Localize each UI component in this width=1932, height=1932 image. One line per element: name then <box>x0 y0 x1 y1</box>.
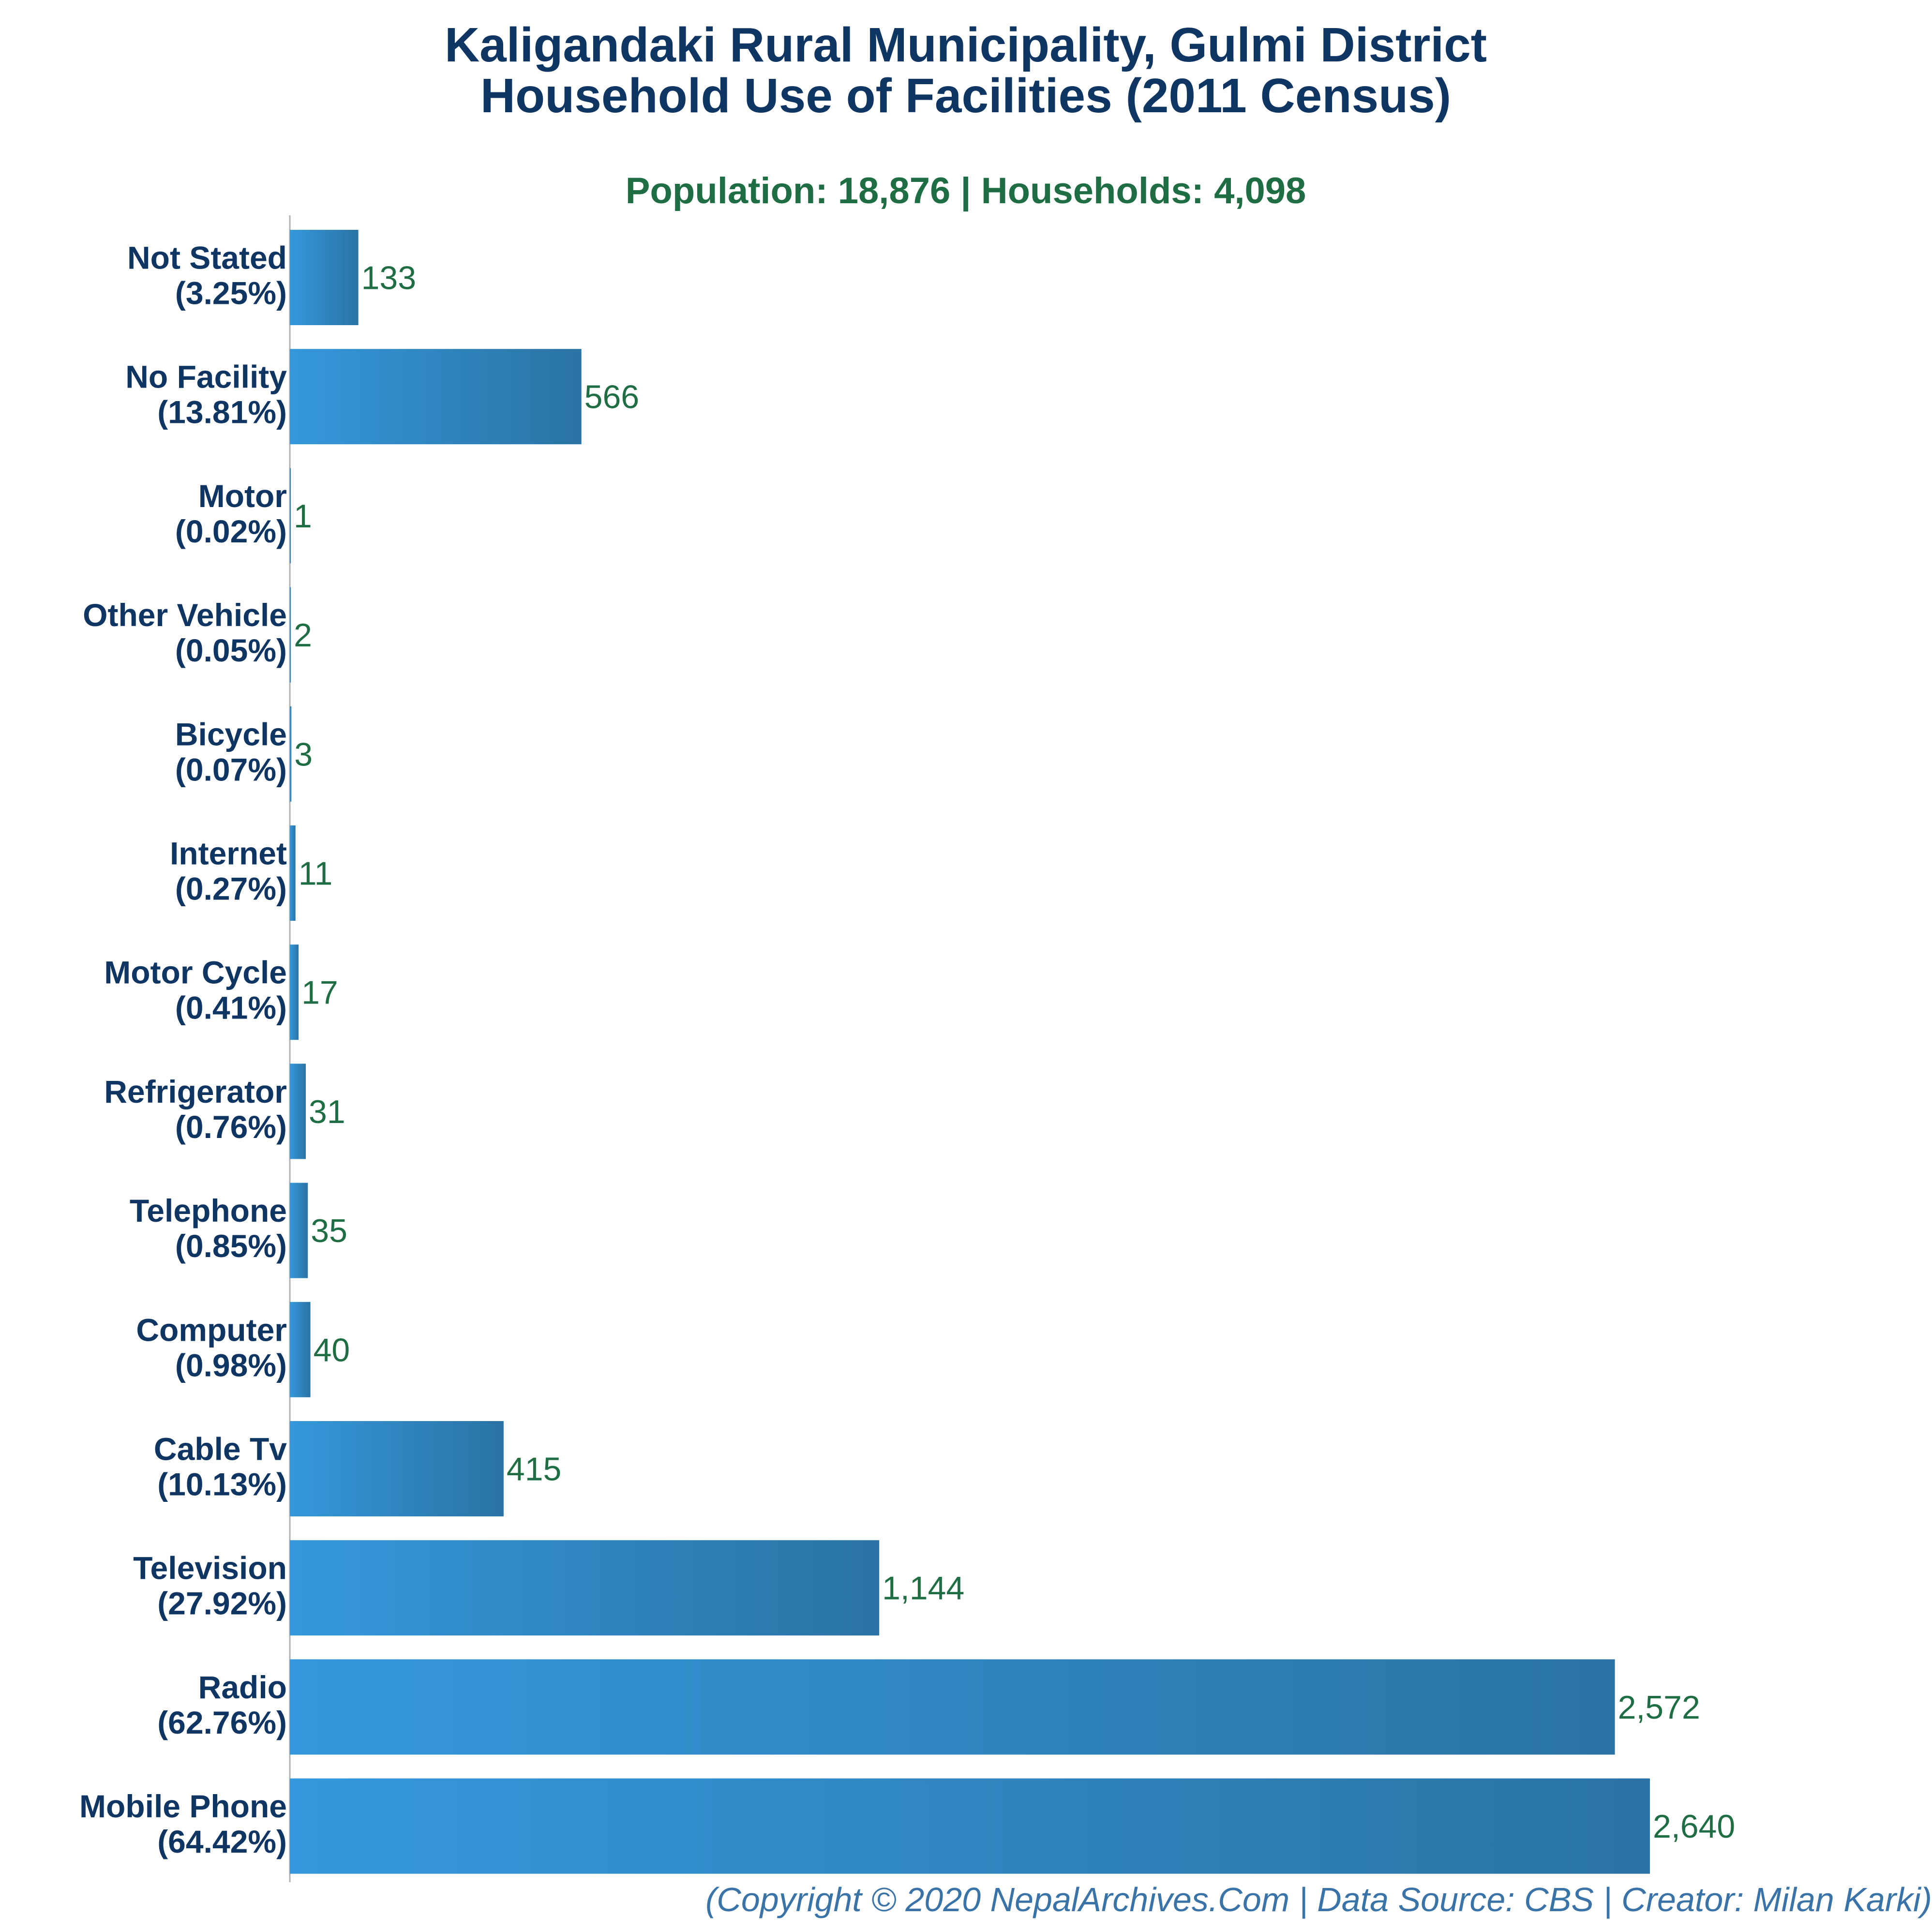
value-labels-group: 133 566 1 2 3 11 17 31 35 40 415 1,144 2,572 2,640 <box>294 260 1735 1845</box>
category-label: Not Stated (3.25%) <box>127 240 287 311</box>
chart-title-line2: Household Use of Facilities (2011 Census… <box>480 69 1451 123</box>
category-percent: (0.76%) <box>175 1109 287 1145</box>
category-labels-group: Not Stated (3.25%) No Facility (13.81%) Moto… <box>79 240 287 1860</box>
category-label: Refrigerator (0.76%) <box>104 1074 287 1145</box>
value-label: 17 <box>301 974 338 1011</box>
category-label: Bicycle (0.07%) <box>175 716 287 787</box>
category-percent: (3.25%) <box>175 275 287 311</box>
bar-mobile-phone <box>290 1778 1650 1874</box>
category-label: No Facility (13.81%) <box>125 359 287 430</box>
category-label: Mobile Phone (64.42%) <box>79 1788 287 1859</box>
value-label: 40 <box>314 1332 350 1368</box>
category-label: Motor Cycle (0.41%) <box>104 955 287 1026</box>
category-percent: (62.76%) <box>157 1705 287 1740</box>
bar-not-stated <box>290 230 359 325</box>
category-name: Internet <box>170 836 287 871</box>
chart-subtitle: Population: 18,876 | Households: 4,098 <box>626 170 1306 212</box>
category-name: Bicycle <box>175 716 287 752</box>
bar-refrigerator <box>290 1063 306 1159</box>
bar-internet <box>290 825 296 921</box>
bars-group <box>290 230 1650 1874</box>
category-name: Not Stated <box>127 240 287 276</box>
value-label: 2,572 <box>1618 1689 1700 1726</box>
category-label: Computer (0.98%) <box>136 1312 287 1383</box>
value-label: 11 <box>299 855 333 892</box>
value-label: 1,144 <box>882 1570 964 1607</box>
bar-computer <box>290 1302 311 1397</box>
category-percent: (13.81%) <box>157 394 287 430</box>
value-label: 133 <box>361 260 416 297</box>
category-label: Motor (0.02%) <box>175 478 287 549</box>
category-name: Motor Cycle <box>104 955 287 990</box>
category-label: Cable Tv (10.13%) <box>154 1431 287 1502</box>
category-name: Mobile Phone <box>79 1788 287 1824</box>
category-percent: (0.85%) <box>175 1228 287 1264</box>
category-name: Other Vehicle <box>83 597 287 633</box>
category-percent: (0.98%) <box>175 1347 287 1383</box>
category-percent: (0.02%) <box>175 513 287 549</box>
category-name: Motor <box>198 478 287 514</box>
category-name: Radio <box>198 1669 287 1705</box>
bar-television <box>290 1540 880 1636</box>
category-percent: (0.05%) <box>175 632 287 668</box>
category-label: Internet (0.27%) <box>170 836 287 907</box>
category-percent: (10.13%) <box>157 1467 287 1502</box>
bar-motor-cycle <box>290 944 299 1040</box>
value-label: 2,640 <box>1653 1808 1735 1845</box>
category-label: Radio (62.76%) <box>157 1669 287 1740</box>
category-name: Refrigerator <box>104 1074 287 1109</box>
category-name: Telephone <box>130 1193 287 1228</box>
category-label: Other Vehicle (0.05%) <box>83 597 287 668</box>
value-label: 566 <box>584 379 639 416</box>
value-label: 1 <box>294 498 312 535</box>
category-percent: (0.27%) <box>175 871 287 907</box>
category-percent: (0.41%) <box>175 990 287 1026</box>
bar-radio <box>290 1659 1615 1755</box>
category-label: Television (27.92%) <box>133 1550 287 1621</box>
value-label: 3 <box>294 736 313 773</box>
category-name: No Facility <box>125 359 287 395</box>
footer-credit: (Copyright © 2020 NepalArchives.Com | Da… <box>705 1881 1932 1919</box>
bar-telephone <box>290 1183 308 1278</box>
bar-other-vehicle <box>290 587 291 683</box>
chart-title-line1: Kaligandaki Rural Municipality, Gulmi Di… <box>445 18 1487 72</box>
category-name: Television <box>133 1550 287 1586</box>
value-label: 35 <box>311 1213 347 1249</box>
category-name: Computer <box>136 1312 287 1348</box>
category-name: Cable Tv <box>154 1431 287 1467</box>
category-percent: (64.42%) <box>157 1824 287 1859</box>
value-label: 2 <box>294 617 312 654</box>
bar-cable-tv <box>290 1421 504 1516</box>
bar-no-facility <box>290 349 582 445</box>
category-label: Telephone (0.85%) <box>130 1193 287 1264</box>
value-label: 415 <box>507 1451 561 1488</box>
category-percent: (27.92%) <box>157 1586 287 1621</box>
bar-motor <box>290 468 291 564</box>
value-label: 31 <box>309 1093 345 1130</box>
category-percent: (0.07%) <box>175 751 287 787</box>
bar-bicycle <box>290 706 292 802</box>
